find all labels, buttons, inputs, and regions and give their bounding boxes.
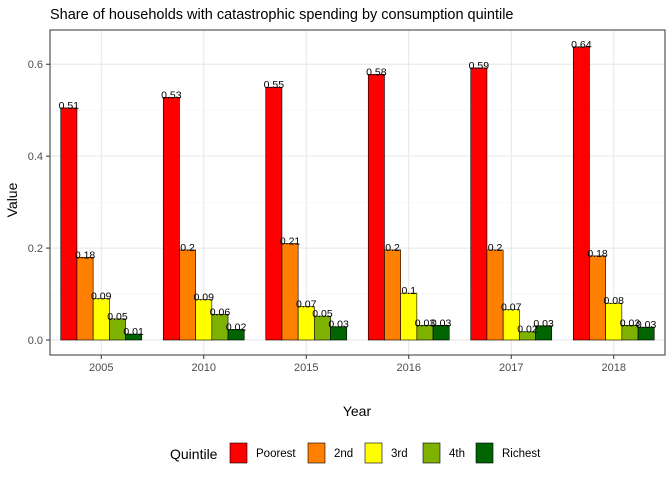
- data-label-2nd-2005: 0.18: [75, 249, 96, 261]
- data-label-richest-2017: 0.03: [533, 318, 554, 330]
- legend-key-3rd: [364, 442, 383, 464]
- y-axis-title: Value: [4, 182, 20, 217]
- bar-poorest-2017: [470, 67, 488, 341]
- bar-richest-2010: [227, 329, 245, 341]
- bar-2nd-2016: [384, 249, 401, 341]
- x-tick-label-2005: 2005: [89, 362, 113, 374]
- data-label-3rd-2018: 0.08: [604, 295, 625, 307]
- bar-richest-2015: [330, 326, 348, 341]
- data-label-richest-2005: 0.01: [123, 326, 144, 338]
- data-label-3rd-2015: 0.07: [296, 298, 317, 310]
- data-label-2nd-2016: 0.2: [385, 242, 400, 254]
- bar-2nd-2017: [486, 249, 504, 341]
- data-label-4th-2016: 0.03: [415, 317, 436, 329]
- bar-richest-2017: [535, 325, 553, 341]
- legend-key-4th: [422, 442, 441, 464]
- bar-2nd-2015: [281, 243, 299, 341]
- data-label-2nd-2010: 0.2: [180, 242, 195, 254]
- data-labels-group: 0.51 0.53 0.55 0.58 0.59 0.64 0.18 0.2 0.21 0.2 0.…: [59, 39, 657, 338]
- bar-3rd-2018: [605, 302, 623, 341]
- legend-key-2nd: [307, 442, 326, 464]
- bar-2nd-2018: [589, 255, 606, 341]
- bar-4th-2005: [109, 318, 126, 341]
- data-label-4th-2015: 0.05: [312, 308, 333, 320]
- panel-border: [49, 29, 666, 356]
- bar-3rd-2016: [400, 292, 418, 341]
- x-tick-label-2018: 2018: [602, 362, 626, 374]
- chart-title: Share of households with catastrophic sp…: [50, 7, 513, 23]
- data-label-poorest-2010: 0.53: [161, 89, 182, 101]
- y-tick-label: 0.2: [28, 243, 43, 255]
- bar-richest-2005: [125, 333, 143, 341]
- data-label-4th-2005: 0.05: [107, 311, 128, 323]
- data-label-richest-2018: 0.03: [636, 319, 657, 331]
- bar-richest-2016: [432, 324, 450, 341]
- bar-richest-2018: [637, 326, 655, 341]
- data-label-4th-2018: 0.03: [620, 317, 641, 329]
- bar-4th-2010: [211, 313, 229, 341]
- data-label-poorest-2018: 0.64: [571, 39, 592, 51]
- axes-group: 0.0 0.2 0.4 0.6 2005 2010 2015 2016 2017 2018: [28, 29, 666, 374]
- panel-background: [50, 30, 665, 355]
- data-label-richest-2010: 0.02: [226, 321, 247, 333]
- data-label-richest-2015: 0.03: [328, 319, 349, 331]
- x-tick-label-2015: 2015: [294, 362, 318, 374]
- data-label-3rd-2005: 0.09: [91, 291, 112, 303]
- legend-label-poorest: Poorest: [256, 448, 296, 460]
- data-label-poorest-2017: 0.59: [469, 60, 490, 72]
- data-label-poorest-2015: 0.55: [264, 79, 285, 91]
- legend-title: Quintile: [170, 446, 218, 462]
- plot-panel: [50, 30, 665, 355]
- data-label-2nd-2015: 0.21: [280, 235, 301, 247]
- x-tick-label-2016: 2016: [397, 362, 421, 374]
- bar-2nd-2010: [179, 249, 196, 341]
- data-label-poorest-2016: 0.58: [366, 66, 387, 78]
- bar-poorest-2005: [60, 107, 78, 341]
- bar-poorest-2018: [572, 46, 590, 341]
- legend-label-2nd: 2nd: [334, 448, 353, 460]
- legend-key-poorest: [229, 442, 248, 464]
- bar-poorest-2010: [162, 97, 180, 341]
- y-tick-label: 0.4: [28, 151, 43, 163]
- bar-poorest-2016: [367, 74, 385, 341]
- legend-key-richest: [475, 442, 494, 464]
- legend-label-3rd: 3rd: [391, 448, 408, 460]
- data-label-4th-2017: 0.02: [517, 324, 538, 336]
- data-label-3rd-2017: 0.07: [501, 302, 522, 314]
- data-label-4th-2010: 0.06: [210, 306, 231, 318]
- legend: Quintile Poorest 2nd 3rd 4th Richest: [170, 442, 541, 464]
- data-label-poorest-2005: 0.51: [59, 100, 80, 112]
- bar-poorest-2015: [265, 86, 283, 341]
- legend-label-4th: 4th: [449, 448, 465, 460]
- bar-3rd-2017: [502, 309, 520, 341]
- x-axis-title: Year: [343, 403, 372, 419]
- legend-label-richest: Richest: [502, 448, 541, 460]
- x-tick-label-2010: 2010: [192, 362, 216, 374]
- data-label-richest-2016: 0.03: [431, 317, 452, 329]
- bars-group: [60, 46, 655, 341]
- x-tick-label-2017: 2017: [499, 362, 523, 374]
- data-label-3rd-2010: 0.09: [194, 292, 215, 304]
- data-label-2nd-2018: 0.18: [587, 248, 608, 260]
- data-label-2nd-2017: 0.2: [488, 242, 503, 254]
- y-tick-label: 0.6: [28, 59, 43, 71]
- y-tick-label: 0.0: [28, 335, 43, 347]
- data-label-3rd-2016: 0.1: [401, 285, 416, 297]
